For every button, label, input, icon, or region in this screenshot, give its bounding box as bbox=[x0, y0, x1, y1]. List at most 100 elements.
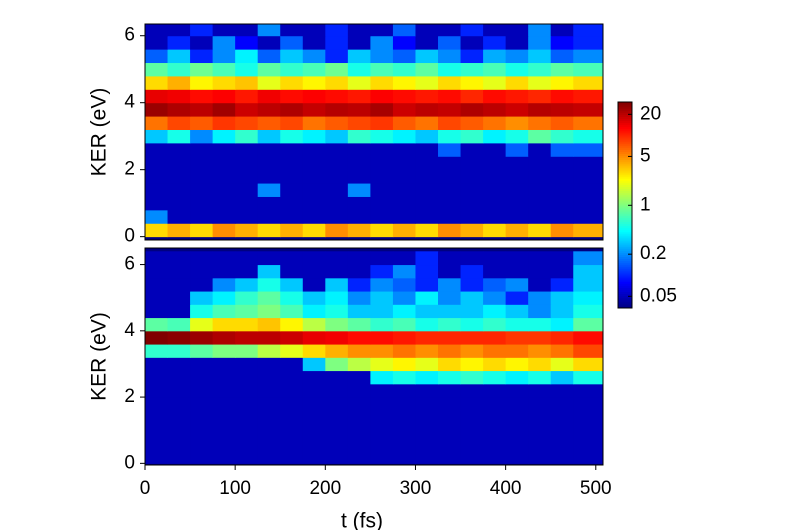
colorbar-segment bbox=[618, 102, 632, 105]
heatmap-cell bbox=[302, 35, 326, 50]
heatmap-cell bbox=[347, 251, 371, 266]
heatmap-cell bbox=[392, 116, 416, 130]
heatmap-cell bbox=[212, 410, 236, 425]
heatmap-cell bbox=[190, 75, 214, 90]
heatmap-cell bbox=[505, 156, 529, 171]
heatmap-cell bbox=[167, 102, 191, 117]
heatmap-cell bbox=[392, 264, 416, 279]
heatmap-cell bbox=[302, 129, 326, 144]
heatmap-cell bbox=[347, 304, 371, 319]
heatmap-cell bbox=[483, 35, 507, 50]
heatmap-cell bbox=[415, 264, 439, 279]
x-tick-label: 400 bbox=[490, 478, 522, 499]
heatmap-cell bbox=[257, 397, 281, 411]
heatmap-cell bbox=[483, 383, 507, 398]
heatmap-cell bbox=[483, 410, 507, 425]
heatmap-cell bbox=[235, 89, 259, 104]
heatmap-cell bbox=[280, 330, 304, 345]
heatmap-cell bbox=[257, 264, 281, 279]
heatmap-cell bbox=[438, 75, 462, 90]
heatmap-cell bbox=[280, 35, 304, 50]
colorbar-segment bbox=[618, 153, 632, 157]
heatmap-cell bbox=[257, 251, 281, 266]
heatmap-cell bbox=[505, 75, 529, 90]
heatmap-cell bbox=[460, 410, 484, 425]
heatmap-cell bbox=[235, 450, 259, 464]
heatmap-cell bbox=[460, 102, 484, 117]
heatmap-cell bbox=[212, 196, 236, 211]
heatmap-cell bbox=[325, 116, 349, 130]
x-tick-label: 100 bbox=[219, 478, 251, 499]
colorbar-segment bbox=[618, 221, 632, 225]
heatmap-cell bbox=[550, 223, 574, 238]
colorbar-segment bbox=[618, 262, 632, 266]
heatmap-cell bbox=[257, 75, 281, 90]
heatmap-cell bbox=[235, 410, 259, 425]
heatmap-cell bbox=[505, 129, 529, 144]
heatmap-cell bbox=[167, 450, 191, 464]
heatmap-cell bbox=[257, 116, 281, 130]
heatmap-cell bbox=[370, 49, 394, 64]
heatmap-cell bbox=[235, 291, 259, 305]
heatmap-cell bbox=[347, 344, 371, 358]
heatmap-cell bbox=[460, 24, 484, 37]
heatmap-cell bbox=[145, 370, 169, 385]
colorbar-segment bbox=[618, 250, 632, 253]
heatmap-cell bbox=[438, 102, 462, 117]
heatmap-cell bbox=[347, 277, 371, 292]
heatmap-cell bbox=[370, 264, 394, 279]
heatmap-cell bbox=[280, 89, 304, 104]
heatmap-cell bbox=[438, 183, 462, 197]
heatmap-cell bbox=[235, 169, 259, 184]
heatmap-cell bbox=[505, 277, 529, 292]
heatmap-cell bbox=[505, 264, 529, 279]
heatmap-cell bbox=[235, 344, 259, 358]
heatmap-cell bbox=[483, 209, 507, 224]
colorbar-segment bbox=[618, 147, 632, 150]
heatmap-cell bbox=[145, 383, 169, 398]
heatmap-cell bbox=[190, 35, 214, 50]
heatmap-cell bbox=[190, 129, 214, 144]
heatmap-cell bbox=[235, 223, 259, 238]
heatmap-cell bbox=[415, 89, 439, 104]
heatmap-cell bbox=[257, 304, 281, 319]
heatmap-cell bbox=[190, 102, 214, 117]
heatmap-cell bbox=[145, 156, 169, 171]
heatmap-cell bbox=[235, 251, 259, 266]
heatmap-cell bbox=[167, 330, 191, 345]
heatmap-cell bbox=[280, 357, 304, 372]
colorbar-segment bbox=[618, 275, 632, 278]
heatmap-cell bbox=[392, 317, 416, 332]
heatmap-cell bbox=[438, 129, 462, 144]
heatmap-cell bbox=[528, 436, 552, 451]
colorbar-segment bbox=[618, 268, 632, 272]
colorbar-segment bbox=[618, 155, 632, 159]
heatmap-cell bbox=[212, 264, 236, 279]
heatmap-cell bbox=[370, 423, 394, 438]
heatmap-cell bbox=[573, 251, 603, 266]
heatmap-cell bbox=[167, 116, 191, 130]
heatmap-cell bbox=[370, 183, 394, 197]
colorbar-segment bbox=[618, 235, 632, 239]
heatmap-cell bbox=[370, 89, 394, 104]
heatmap-cell bbox=[302, 89, 326, 104]
heatmap-cell bbox=[347, 209, 371, 224]
heatmap-cell bbox=[483, 317, 507, 332]
x-tick-label: 500 bbox=[580, 478, 612, 499]
colorbar-segment bbox=[618, 149, 632, 152]
heatmap-cell bbox=[392, 370, 416, 385]
heatmap-cell bbox=[573, 450, 603, 464]
heatmap-cell bbox=[235, 209, 259, 224]
colorbar-segment bbox=[618, 242, 632, 245]
heatmap-cell bbox=[528, 251, 552, 266]
heatmap-cell bbox=[370, 62, 394, 77]
heatmap-cell bbox=[325, 291, 349, 305]
heatmap-cell bbox=[167, 436, 191, 451]
heatmap-cell bbox=[212, 129, 236, 144]
heatmap-cell bbox=[190, 397, 214, 411]
y-tick-label: 4 bbox=[124, 92, 135, 113]
colorbar-segment bbox=[618, 130, 632, 134]
heatmap-cell bbox=[190, 156, 214, 171]
heatmap-cell bbox=[190, 24, 214, 37]
heatmap-cell bbox=[573, 410, 603, 425]
